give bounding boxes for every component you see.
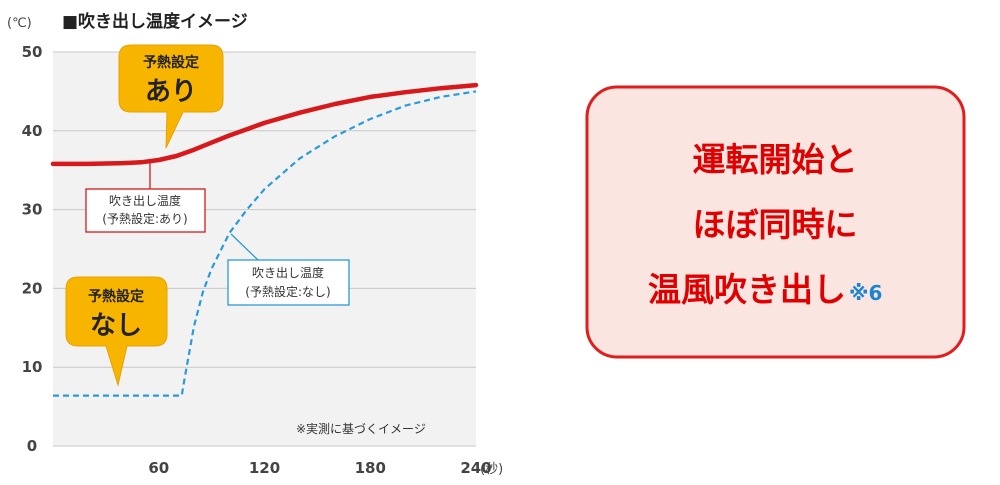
callout-1-small: 予熱設定 [143,54,199,71]
x-unit-label: (秒) [480,462,503,477]
chart-note: ※実測に基づくイメージ [296,421,426,436]
panel-line-1: 運転開始と [693,140,858,179]
panel-footnote: ※6 [849,281,882,305]
series-lines [50,82,479,397]
callout-bubble-2 [65,276,168,387]
series-label-box-1 [85,188,206,233]
plot-area [53,52,476,446]
callout-1-big: あり [145,77,197,107]
x-tick-label: 120 [249,459,280,477]
y-tick-labels: 0 10 20 30 40 50 [22,43,43,455]
y-tick-label: 40 [22,122,43,140]
series-line-2 [53,90,477,397]
chart-title: ■吹き出し温度イメージ [62,11,248,32]
callout-preheat-on: 予熱設定 あり [118,44,224,149]
y-tick-label: 20 [22,279,43,297]
y-tick-label: 10 [22,358,43,376]
panel-line-3: 温風吹き出し [648,270,846,309]
y-tick-label: 50 [22,43,43,61]
series-label-1-line2: (予熱設定:あり) [102,211,187,226]
series-label-box-2 [227,259,350,306]
callout-2-big: なし [90,311,142,341]
x-tick-label: 180 [355,459,386,477]
y-tick-label: 0 [27,437,37,455]
y-unit-label: (℃) [7,16,32,31]
x-tick-labels: 60 120 180 240 [148,459,491,477]
x-tick-label: 60 [148,459,169,477]
callout-preheat-off: 予熱設定 なし [65,276,168,387]
y-tick-label: 30 [22,201,43,219]
callout-bubble-1 [118,44,224,149]
leader-line-series-2 [230,233,259,261]
panel-line-2: ほぼ同時に [693,205,858,244]
series-label-1-line1: 吹き出し温度 [109,193,181,208]
callout-2-small: 予熱設定 [88,288,144,305]
x-tick-label: 240 [460,459,491,477]
series-label-2-line1: 吹き出し温度 [252,265,324,280]
highlight-panel [585,85,966,359]
series-line-1 [50,82,479,167]
series-label-2-line2: (予熱設定:なし) [245,284,330,299]
